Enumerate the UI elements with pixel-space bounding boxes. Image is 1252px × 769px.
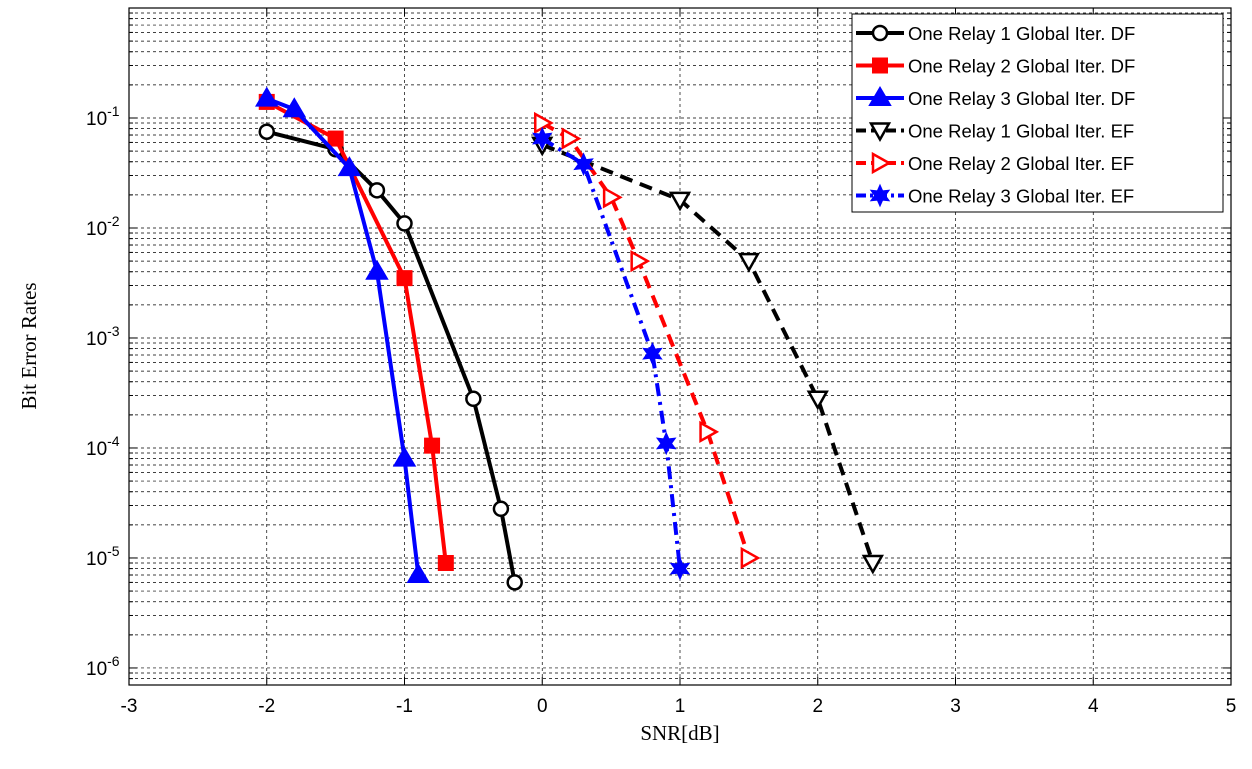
data-point-triangle-up [392,446,417,467]
legend-item: One Relay 3 Global Iter. EF [856,183,1134,208]
data-point-circle [465,390,482,408]
x-tick-label: -1 [396,696,413,717]
x-tick-label: 5 [1226,696,1237,717]
data-point-triangle-right [561,127,582,150]
data-point-hexagram [642,341,663,366]
legend-label: One Relay 2 Global Iter. DF [908,56,1135,77]
x-tick-label: 4 [1088,696,1099,717]
data-point-triangle-right [602,186,623,209]
data-point-square [437,555,454,572]
legend-item: One Relay 3 Global Iter. DF [856,86,1135,109]
data-point-circle [492,500,510,518]
y-tick-label: 10-3 [86,323,120,350]
data-point-triangle-up [868,86,892,106]
ticks [128,8,1232,686]
series-6 [531,126,691,581]
series-5 [534,111,761,570]
data-point-triangle-right [871,151,892,175]
data-point-triangle-down [861,554,884,575]
data-point-square [327,130,344,147]
y-tick-label: 10-5 [86,543,120,570]
legend-item: One Relay 2 Global Iter. EF [856,151,1134,175]
data-point-triangle-down [737,252,761,273]
data-point-triangle-right [534,111,554,135]
data-point-hexagram [669,556,691,581]
data-point-circle [396,215,413,232]
legend-label: One Relay 1 Global Iter. EF [908,121,1134,142]
series-line [541,136,682,569]
legend: One Relay 1 Global Iter. DF One Relay 2 G… [851,13,1224,213]
data-point-triangle-up [282,97,307,118]
data-point-triangle-right [699,420,720,444]
legend-item: One Relay 1 Global Iter. EF [856,121,1134,143]
y-tick-label: 10-6 [86,653,120,680]
data-point-circle [368,182,386,199]
data-point-triangle-up [406,563,431,584]
x-tick-labels: -3 -2 -1 0 1 2 3 4 5 [121,696,1237,717]
data-point-triangle-up [365,259,389,280]
x-tick-label: 0 [537,696,548,717]
data-point-triangle-right [630,249,651,273]
legend-label: One Relay 2 Global Iter. EF [908,153,1134,174]
data-point-triangle-down [806,390,829,411]
x-tick-label: -3 [121,696,138,717]
legend-item: One Relay 2 Global Iter. DF [856,56,1135,77]
x-tick-label: 1 [675,696,686,717]
data-point-square [424,437,441,454]
legend-label: One Relay 3 Global Iter. DF [908,88,1135,109]
x-axis-label: SNR[dB] [640,721,719,745]
data-point-triangle-down [668,191,692,212]
data-point-triangle-up [255,86,279,107]
y-tick-label: 10-4 [86,433,120,460]
legend-box [851,13,1224,213]
legend-item: One Relay 1 Global Iter. DF [856,23,1135,44]
legend-label: One Relay 3 Global Iter. EF [908,186,1134,207]
data-point-hexagram [655,431,677,456]
data-point-circle [506,574,523,591]
series-layer [255,86,884,591]
y-tick-labels: 10-6 10-5 10-4 10-3 10-2 10-1 [86,103,120,680]
data-point-triangle-up [337,156,362,177]
legend-label: One Relay 1 Global Iter. DF [908,23,1135,44]
data-point-hexagram [531,126,553,151]
data-point-hexagram [573,152,594,177]
series-1 [258,123,523,591]
data-point-square [872,57,888,74]
x-tick-label: -2 [258,696,275,717]
data-point-triangle-down [868,122,892,143]
y-tick-label: 10-2 [86,213,120,240]
y-axis-label: Bit Error Rates [17,282,41,409]
data-point-square [396,270,413,287]
x-tick-label: 3 [950,696,961,717]
x-tick-label: 2 [812,696,823,717]
series-3 [255,86,431,584]
data-point-circle [871,24,889,42]
y-tick-label: 10-1 [86,103,120,130]
data-point-circle [258,123,275,140]
data-point-triangle-right [740,546,761,570]
data-point-hexagram [869,183,891,208]
